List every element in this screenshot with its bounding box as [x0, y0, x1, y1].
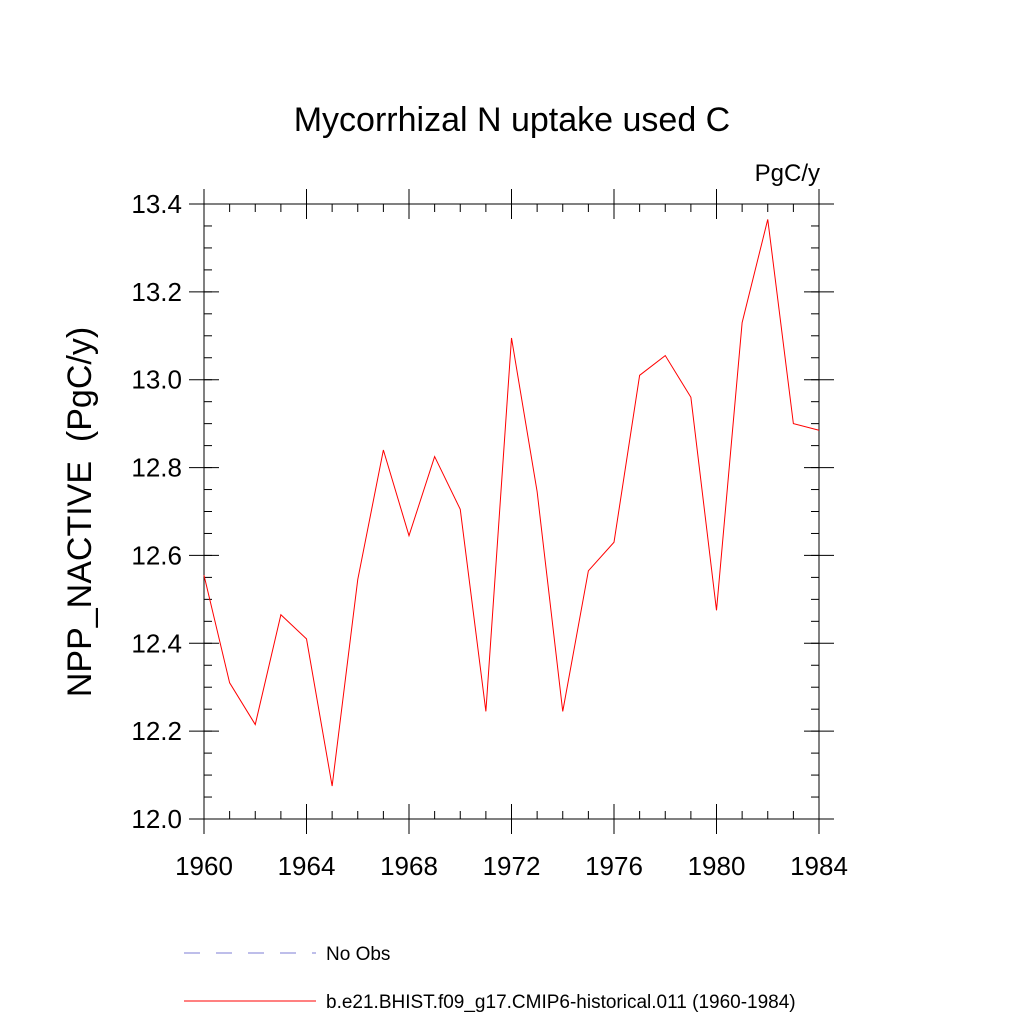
series-line — [203, 219, 820, 787]
y-tick-label: 12.2 — [131, 716, 182, 746]
x-tick-label: 1964 — [278, 851, 336, 881]
x-tick-label: 1968 — [380, 851, 438, 881]
x-tick-label: 1960 — [175, 851, 233, 881]
y-tick-label: 12.8 — [131, 453, 182, 483]
y-tick-label: 13.2 — [131, 277, 182, 307]
y-tick-label: 12.6 — [131, 540, 182, 570]
y-axis-label: NPP_NACTIVE (PgC/y) — [61, 327, 99, 697]
x-tick-label: 1980 — [688, 851, 746, 881]
units-label: PgC/y — [755, 160, 820, 187]
series-layer — [203, 219, 820, 787]
x-tick-label: 1984 — [790, 851, 848, 881]
y-tick-label: 13.0 — [131, 365, 182, 395]
x-axis-ticks: 1960 1964 1968 1972 1976 1980 1984 — [175, 189, 848, 881]
x-tick-label: 1972 — [483, 851, 541, 881]
y-tick-label: 12.0 — [131, 804, 182, 834]
y-tick-label: 12.4 — [131, 628, 182, 658]
y-tick-label: 13.4 — [131, 189, 182, 219]
y-axis-ticks: 12.0 12.2 12.4 12.6 12.8 13.0 13.2 13.4 — [131, 189, 834, 834]
plot-frame — [203, 203, 820, 820]
legend-label-no-obs: No Obs — [326, 944, 390, 965]
legend: No Obs b.e21.BHIST.f09_g17.CMIP6-histori… — [184, 944, 796, 1013]
legend-label-historical: b.e21.BHIST.f09_g17.CMIP6-historical.011… — [326, 992, 796, 1013]
chart-title: Mycorrhizal N uptake used C — [294, 101, 731, 139]
x-tick-label: 1976 — [585, 851, 643, 881]
